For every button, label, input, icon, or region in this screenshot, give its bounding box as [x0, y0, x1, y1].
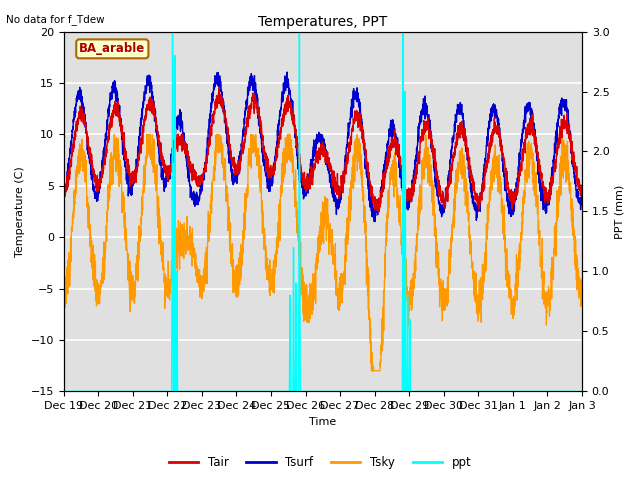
Title: Temperatures, PPT: Temperatures, PPT: [258, 15, 387, 29]
Text: No data for f_Tdew: No data for f_Tdew: [6, 14, 105, 25]
X-axis label: Time: Time: [309, 417, 337, 427]
Y-axis label: PPT (mm): PPT (mm): [615, 184, 625, 239]
Y-axis label: Temperature (C): Temperature (C): [15, 166, 25, 257]
Legend: Tair, Tsurf, Tsky, ppt: Tair, Tsurf, Tsky, ppt: [164, 452, 476, 474]
Text: BA_arable: BA_arable: [79, 42, 145, 55]
